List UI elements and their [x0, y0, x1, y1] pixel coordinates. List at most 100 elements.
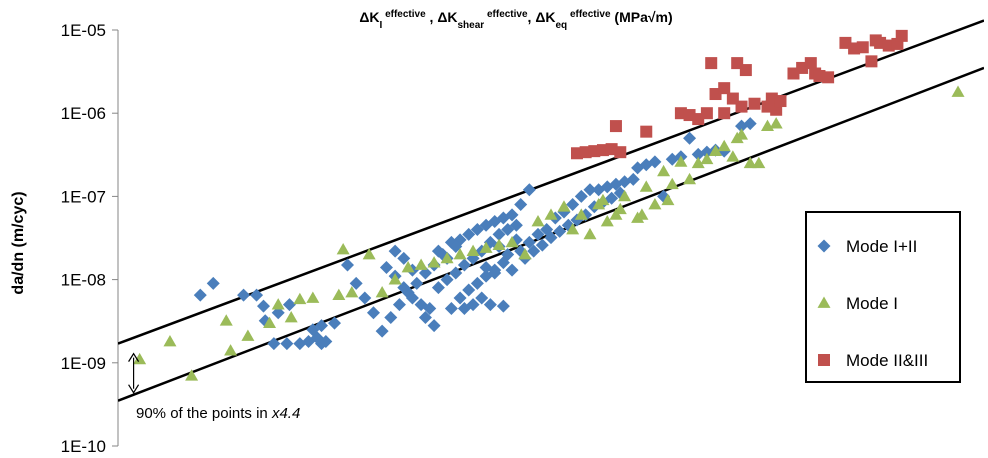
marker-triangle — [574, 208, 588, 220]
marker-diamond — [392, 298, 406, 312]
marker-diamond — [527, 244, 541, 258]
marker-triangle — [401, 260, 415, 273]
marker-triangle — [648, 197, 662, 210]
marker-diamond — [282, 298, 296, 312]
marker-diamond — [544, 231, 558, 245]
marker-triangle — [717, 139, 731, 152]
marker-square — [895, 29, 908, 42]
title-part: I — [380, 20, 383, 31]
marker-diamond — [505, 263, 519, 277]
marker-diamond — [509, 218, 523, 232]
marker-triangle — [479, 241, 493, 253]
marker-triangle — [618, 189, 632, 202]
marker-diamond — [648, 155, 662, 169]
marker-diamond — [743, 117, 757, 131]
marker-triangle — [752, 156, 766, 169]
marker-triangle — [505, 235, 519, 248]
marker-diamond — [449, 266, 463, 280]
marker-triangle — [557, 200, 571, 212]
marker-triangle — [293, 292, 307, 305]
title-part: , ΔK — [426, 9, 458, 25]
marker-diamond — [683, 131, 697, 145]
y-tick-label: 1E-10 — [61, 437, 106, 456]
marker-triangle — [665, 177, 679, 190]
arrow-head-top — [128, 352, 140, 362]
title-part: ΔK — [359, 9, 379, 25]
title-part: effective — [567, 9, 611, 20]
marker-triangle — [730, 131, 744, 144]
marker-diamond — [583, 183, 597, 197]
marker-triangle — [661, 193, 675, 206]
marker-diamond — [483, 298, 497, 312]
marker-diamond — [522, 183, 536, 197]
marker-diamond — [256, 299, 270, 313]
marker-diamond — [405, 291, 419, 305]
marker-triangle — [263, 316, 277, 328]
title-part: , ΔK — [528, 9, 556, 25]
marker-diamond — [626, 172, 640, 186]
marker-triangle — [332, 288, 346, 301]
marker-diamond — [293, 337, 307, 351]
y-tick-label: 1E-09 — [61, 354, 106, 373]
marker-diamond — [237, 288, 251, 302]
marker-triangle — [691, 156, 705, 169]
marker-diamond — [535, 238, 549, 252]
marker-triangle — [345, 285, 359, 298]
marker-triangle — [709, 144, 723, 157]
marker-triangle — [743, 156, 757, 169]
marker-diamond — [388, 244, 402, 258]
marker-triangle — [657, 164, 671, 177]
marker-square — [761, 100, 774, 113]
marker-triangle — [544, 208, 558, 220]
marker-diamond — [384, 311, 398, 325]
series-mode-ii-iii — [570, 29, 908, 160]
marker-triangle — [284, 311, 298, 323]
marker-triangle — [133, 352, 147, 365]
marker-triangle — [440, 251, 454, 264]
marker-square — [774, 95, 787, 108]
arrow-head-bottom — [128, 384, 140, 394]
marker-diamond — [280, 337, 294, 351]
data-points — [133, 29, 965, 381]
chart-title-text: ΔKI effective , ΔKshear effective, ΔKeq … — [359, 9, 672, 31]
annotation-text-italic: x4.4 — [271, 405, 300, 422]
annotation-text: 90% of the points in x4.4 — [136, 405, 300, 422]
marker-triangle — [219, 314, 233, 326]
marker-triangle — [388, 273, 402, 285]
marker-diamond — [328, 316, 341, 330]
marker-square — [609, 120, 622, 133]
marker-diamond — [449, 239, 463, 253]
marker-diamond — [531, 227, 545, 241]
marker-triangle — [817, 296, 831, 308]
marker-triangle — [566, 223, 580, 235]
marker-diamond — [206, 276, 220, 290]
marker-triangle — [453, 248, 467, 260]
title-part: shear — [458, 20, 485, 31]
marker-triangle — [306, 291, 320, 303]
marker-square — [822, 71, 835, 84]
y-tick-label: 1E-08 — [61, 271, 106, 290]
marker-diamond — [566, 197, 580, 211]
marker-diamond — [366, 306, 380, 320]
marker-triangle — [951, 85, 965, 97]
marker-diamond — [501, 248, 515, 262]
marker-triangle — [362, 248, 376, 260]
marker-triangle — [600, 214, 614, 227]
marker-diamond — [488, 266, 502, 280]
marker-triangle — [518, 248, 532, 260]
legend-box — [805, 211, 961, 383]
marker-triangle — [375, 285, 389, 298]
marker-diamond — [479, 260, 493, 274]
y-axis-label: da/dn (m/cyc) — [10, 191, 27, 294]
legend: Mode I+II Mode I Mode II&III — [805, 211, 961, 383]
marker-triangle — [414, 258, 428, 270]
marker-triangle — [336, 243, 350, 255]
marker-diamond — [358, 291, 372, 305]
marker-triangle — [683, 172, 697, 185]
marker-triangle — [674, 155, 688, 167]
marker-diamond — [492, 227, 506, 241]
marker-triangle — [163, 335, 177, 347]
marker-diamond — [605, 191, 619, 205]
marker-diamond — [553, 224, 567, 238]
